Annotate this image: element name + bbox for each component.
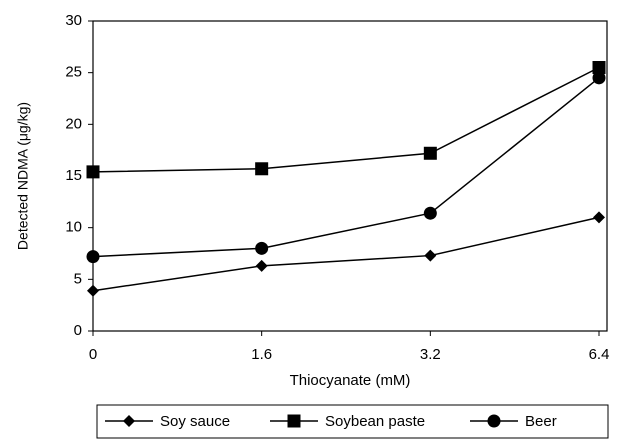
marker <box>423 206 437 220</box>
marker <box>424 249 437 262</box>
marker <box>287 414 301 428</box>
marker <box>592 61 606 74</box>
y-tick-label: 0 <box>74 322 82 339</box>
series-line <box>92 77 600 258</box>
x-tick-label: 0 <box>89 346 97 363</box>
legend-label: Soy sauce <box>160 413 230 430</box>
marker <box>86 250 100 264</box>
marker <box>592 71 606 85</box>
series-line <box>92 66 600 173</box>
marker <box>255 259 268 272</box>
marker <box>593 211 605 224</box>
marker <box>487 414 501 428</box>
x-tick-label: 6.4 <box>589 346 610 363</box>
marker <box>255 162 269 176</box>
y-tick-label: 20 <box>65 115 82 132</box>
y-tick-label: 15 <box>65 167 82 184</box>
plot-area <box>92 20 608 332</box>
marker <box>255 241 269 255</box>
y-axis-label: Detected NDMA (μg/kg) <box>15 102 31 250</box>
marker <box>87 284 99 297</box>
x-tick-label: 3.2 <box>420 346 441 363</box>
legend-box <box>96 404 609 439</box>
marker <box>86 165 100 179</box>
marker <box>423 146 437 160</box>
y-tick-label: 10 <box>65 219 82 236</box>
legend-label: Soybean paste <box>325 413 425 430</box>
x-tick-label: 1.6 <box>251 346 272 363</box>
marker <box>123 415 135 427</box>
y-tick-label: 5 <box>74 270 82 287</box>
y-tick-label: 30 <box>65 12 82 29</box>
series-line <box>92 216 600 292</box>
y-tick-label: 25 <box>65 64 82 81</box>
legend-label: Beer <box>525 413 557 430</box>
x-axis-label: Thiocyanate (mM) <box>290 372 411 389</box>
